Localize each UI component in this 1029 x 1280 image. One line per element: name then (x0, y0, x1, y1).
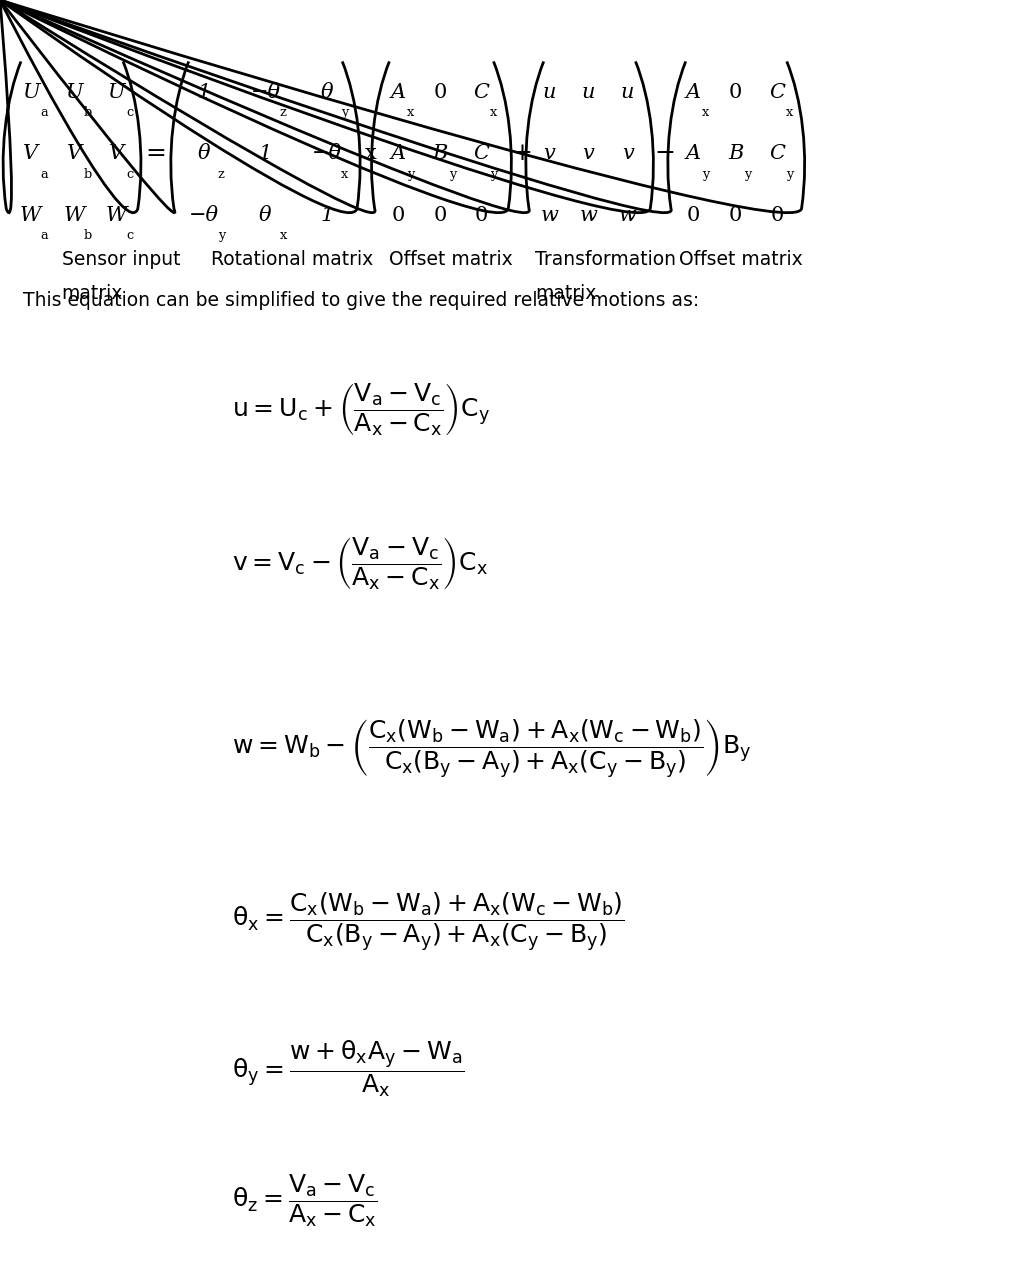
Text: Offset matrix: Offset matrix (679, 250, 803, 269)
Text: $\mathsf{\theta_z = \dfrac{V_a - V_c}{A_x - C_x}}$: $\mathsf{\theta_z = \dfrac{V_a - V_c}{A_… (232, 1172, 378, 1229)
Text: y: y (490, 168, 498, 180)
Text: 1: 1 (321, 206, 333, 224)
Text: x: x (490, 106, 498, 119)
Text: y: y (406, 168, 415, 180)
Text: w: w (540, 206, 559, 224)
Text: c: c (127, 168, 133, 180)
Text: b: b (83, 106, 92, 119)
Text: +: + (511, 142, 532, 165)
Text: 0: 0 (392, 206, 404, 224)
Text: y: y (785, 168, 793, 180)
Text: =: = (145, 142, 166, 165)
Text: C: C (769, 83, 785, 101)
Text: C: C (473, 145, 490, 163)
Text: b: b (83, 229, 92, 242)
Text: w: w (618, 206, 637, 224)
Text: θ: θ (259, 206, 272, 224)
Text: $\mathsf{u = U_c + \left(\dfrac{V_a - V_c}{A_x - C_x}\right)C_y}$: $\mathsf{u = U_c + \left(\dfrac{V_a - V_… (232, 381, 490, 438)
Text: x: x (364, 145, 377, 163)
Text: v: v (582, 145, 595, 163)
Text: V: V (24, 145, 38, 163)
Text: 1: 1 (198, 83, 210, 101)
Text: a: a (40, 229, 48, 242)
Text: B: B (729, 145, 743, 163)
Text: v: v (543, 145, 556, 163)
Text: −: − (654, 142, 675, 165)
Text: matrix: matrix (62, 284, 123, 303)
Text: a: a (40, 106, 48, 119)
Text: Offset matrix: Offset matrix (389, 250, 512, 269)
Text: x: x (406, 106, 415, 119)
Text: y: y (702, 168, 710, 180)
Text: This equation can be simplified to give the required relative motions as:: This equation can be simplified to give … (23, 292, 699, 310)
Text: U: U (107, 83, 126, 101)
Text: b: b (83, 168, 92, 180)
Text: 0: 0 (730, 83, 742, 101)
Text: −θ: −θ (250, 83, 281, 101)
Text: a: a (40, 168, 48, 180)
Text: −θ: −θ (312, 145, 343, 163)
Text: Rotational matrix: Rotational matrix (211, 250, 374, 269)
Text: 1: 1 (259, 145, 272, 163)
Text: 0: 0 (771, 206, 783, 224)
Text: x: x (785, 106, 793, 119)
Text: Transformation: Transformation (535, 250, 676, 269)
Text: θ: θ (198, 145, 210, 163)
Text: v: v (622, 145, 634, 163)
Text: $\mathsf{\theta_y = \dfrac{w + \theta_x A_y - W_a}{A_x}}$: $\mathsf{\theta_y = \dfrac{w + \theta_x … (232, 1038, 464, 1100)
Text: V: V (67, 145, 81, 163)
Text: U: U (65, 83, 83, 101)
Text: x: x (702, 106, 710, 119)
Text: 0: 0 (730, 206, 742, 224)
Text: matrix: matrix (535, 284, 597, 303)
Text: W: W (21, 206, 41, 224)
Text: y: y (744, 168, 752, 180)
Text: V: V (109, 145, 123, 163)
Text: z: z (218, 168, 224, 180)
Text: w: w (579, 206, 598, 224)
Text: 0: 0 (434, 206, 447, 224)
Text: −θ: −θ (188, 206, 219, 224)
Text: $\mathsf{w = W_b - \left(\dfrac{C_x(W_b - W_a) + A_x(W_c - W_b)}{C_x(B_y - A_y) : $\mathsf{w = W_b - \left(\dfrac{C_x(W_b … (232, 717, 751, 781)
Text: 0: 0 (475, 206, 488, 224)
Text: 0: 0 (434, 83, 447, 101)
Text: x: x (279, 229, 287, 242)
Text: A: A (391, 145, 405, 163)
Text: W: W (106, 206, 127, 224)
Text: $\mathsf{v = V_c - \left(\dfrac{V_a - V_c}{A_x - C_x}\right)C_x}$: $\mathsf{v = V_c - \left(\dfrac{V_a - V_… (232, 535, 488, 591)
Text: y: y (341, 106, 349, 119)
Text: $\mathsf{\theta_x = \dfrac{C_x(W_b - W_a) + A_x(W_c - W_b)}{C_x(B_y - A_y) + A_x: $\mathsf{\theta_x = \dfrac{C_x(W_b - W_a… (232, 891, 625, 952)
Text: u: u (542, 83, 557, 101)
Text: y: y (449, 168, 457, 180)
Text: u: u (620, 83, 635, 101)
Text: U: U (22, 83, 40, 101)
Text: A: A (391, 83, 405, 101)
Text: x: x (341, 168, 349, 180)
Text: W: W (64, 206, 84, 224)
Text: A: A (686, 83, 701, 101)
Text: 0: 0 (687, 206, 700, 224)
Text: C: C (769, 145, 785, 163)
Text: c: c (127, 106, 133, 119)
Text: y: y (217, 229, 225, 242)
Text: A: A (686, 145, 701, 163)
Text: B: B (433, 145, 448, 163)
Text: C: C (473, 83, 490, 101)
Text: θ: θ (321, 83, 333, 101)
Text: u: u (581, 83, 596, 101)
Text: Sensor input: Sensor input (62, 250, 180, 269)
Text: z: z (280, 106, 286, 119)
Text: c: c (127, 229, 133, 242)
